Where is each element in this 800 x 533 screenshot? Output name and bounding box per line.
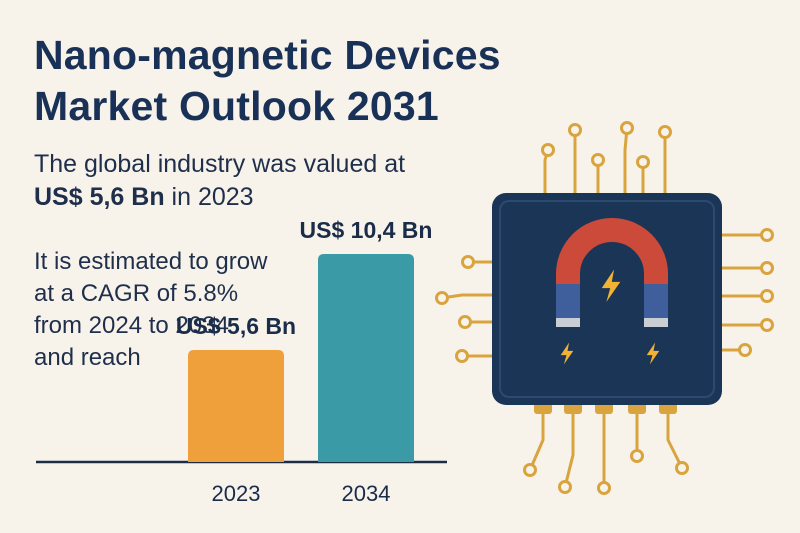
circuit-pad xyxy=(738,343,752,357)
circuit-pad xyxy=(461,255,475,269)
circuit-pad xyxy=(568,123,582,137)
chip-frame xyxy=(492,193,722,405)
circuit-pad xyxy=(523,463,537,477)
bar-value-label: US$ 10,4 Bn xyxy=(300,217,433,243)
circuit-pad xyxy=(760,289,774,303)
horseshoe-magnet-icon xyxy=(556,218,668,327)
bar-value-label: US$ 5,6 Bn xyxy=(176,313,296,339)
chip-body xyxy=(492,193,722,414)
circuit-pads xyxy=(435,121,774,495)
valuation-amount: US$ 5,6 Bn xyxy=(34,183,165,211)
circuit-pad xyxy=(658,125,672,139)
circuit-pad xyxy=(591,153,605,167)
growth-text: It is estimated to grow at a CAGR of 5.8… xyxy=(34,246,267,374)
valuation-line-1: The global industry was valued at xyxy=(34,150,406,178)
bar-2023 xyxy=(188,350,284,462)
circuit-pad xyxy=(760,228,774,242)
circuit-pad xyxy=(458,315,472,329)
lightning-bolt-icon xyxy=(560,342,574,365)
circuit-trace xyxy=(563,406,575,489)
chart-bars: US$ 5,6 Bn 2023 US$ 10,4 Bn 2034 xyxy=(176,217,433,506)
circuit-pad xyxy=(558,480,572,494)
circuit-trace xyxy=(543,148,550,200)
valuation-year: in 2023 xyxy=(164,183,254,211)
growth-line-4: and reach xyxy=(34,344,141,371)
circuit-pad xyxy=(636,155,650,169)
category-label: 2034 xyxy=(342,481,391,506)
valuation-line-2: US$ 5,6 Bn in 2023 xyxy=(34,181,405,214)
valuation-text: The global industry was valued at US$ 5,… xyxy=(34,148,405,214)
circuit-pad xyxy=(455,349,469,363)
circuit-pad xyxy=(541,143,555,157)
circuit-pad xyxy=(435,291,449,305)
growth-line-3: from 2024 to 2034 xyxy=(34,312,229,339)
category-label: 2023 xyxy=(212,481,261,506)
circuit-trace xyxy=(623,126,629,200)
circuit-pad xyxy=(597,481,611,495)
chip-inner-border xyxy=(499,200,715,398)
lightning-bolt-icon xyxy=(601,269,621,303)
circuit-pad xyxy=(630,449,644,463)
circuit-pad xyxy=(675,461,689,475)
circuit-trace xyxy=(440,293,494,300)
circuit-pad xyxy=(620,121,634,135)
title-line-1: Nano-magnetic Devices xyxy=(34,32,501,78)
circuit-trace xyxy=(666,406,684,470)
page-title: Nano-magnetic Devices Market Outlook 203… xyxy=(34,30,501,132)
bar-2034 xyxy=(318,254,414,462)
lightning-bolt-icon xyxy=(646,342,660,365)
title-line-2: Market Outlook 2031 xyxy=(34,83,439,129)
circuit-pad xyxy=(760,261,774,275)
circuit-pad xyxy=(760,318,774,332)
growth-line-1: It is estimated to grow xyxy=(34,248,268,275)
circuit-trace xyxy=(528,406,545,472)
growth-line-2: at a CAGR of 5.8% xyxy=(34,280,239,307)
